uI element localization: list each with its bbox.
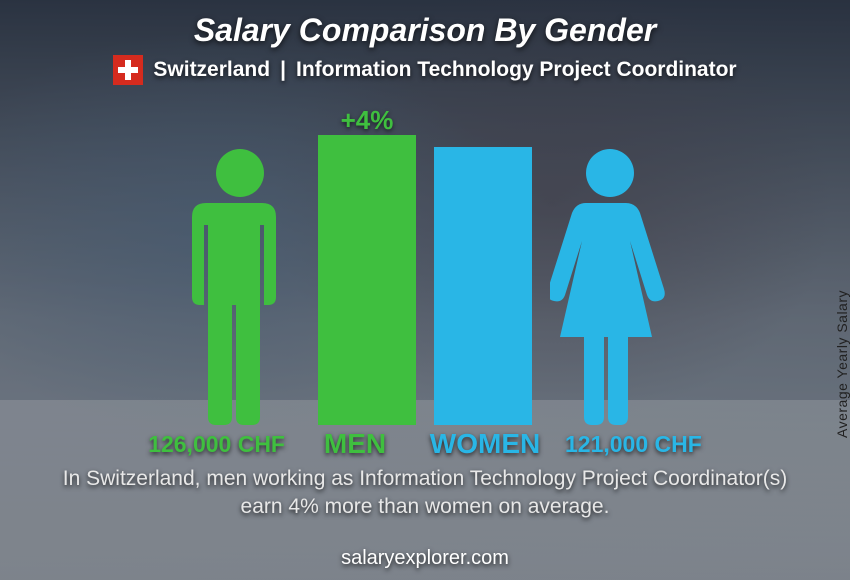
description-text: In Switzerland, men working as Informati… bbox=[60, 465, 790, 522]
switzerland-flag-icon bbox=[113, 55, 143, 85]
subtitle-separator: | bbox=[280, 58, 286, 82]
job-title-label: Information Technology Project Coordinat… bbox=[296, 58, 737, 82]
difference-label: +4% bbox=[341, 105, 394, 136]
footer-attribution: salaryexplorer.com bbox=[0, 547, 850, 570]
page-title: Salary Comparison By Gender bbox=[0, 0, 850, 49]
labels-row: 126,000 CHF MEN WOMEN 121,000 CHF bbox=[0, 428, 850, 460]
country-label: Switzerland bbox=[153, 58, 270, 82]
y-axis-label: Average Yearly Salary bbox=[834, 290, 850, 438]
women-salary-value: 121,000 CHF bbox=[565, 431, 740, 458]
chart-area: +4% bbox=[0, 95, 850, 425]
women-label: WOMEN bbox=[425, 428, 545, 460]
men-label: MEN bbox=[305, 428, 405, 460]
man-icon bbox=[180, 145, 300, 425]
woman-icon bbox=[550, 145, 670, 425]
bar-men: +4% bbox=[318, 135, 416, 425]
bar-women bbox=[434, 147, 532, 425]
infographic-content: Salary Comparison By Gender Switzerland … bbox=[0, 0, 850, 580]
men-salary-value: 126,000 CHF bbox=[110, 431, 285, 458]
subtitle-row: Switzerland | Information Technology Pro… bbox=[0, 55, 850, 85]
